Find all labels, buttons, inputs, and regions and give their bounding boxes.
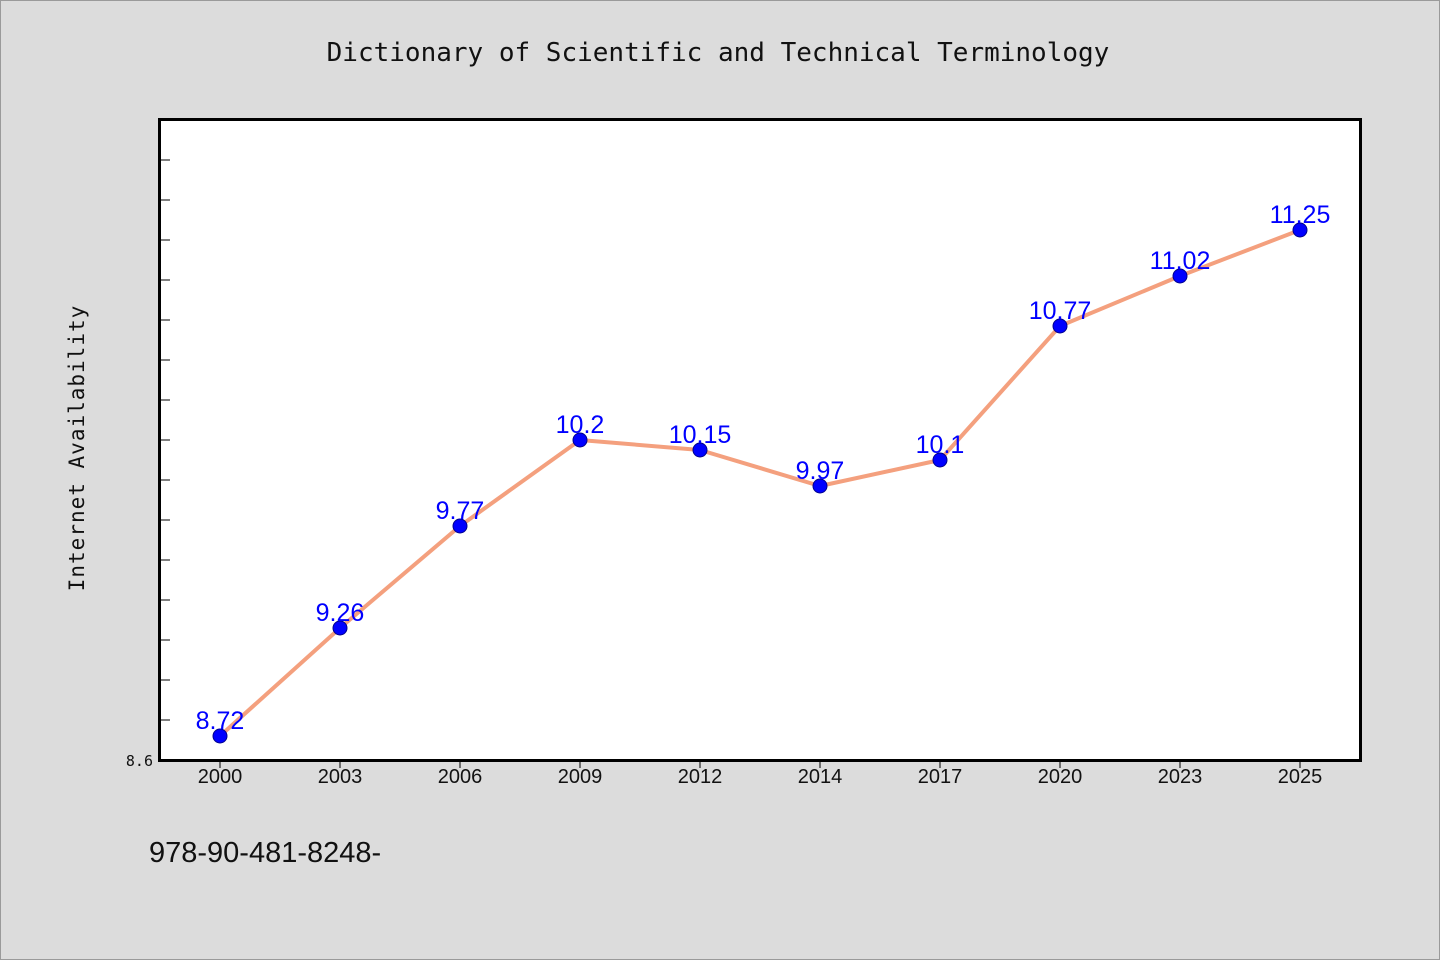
x-tick-label: 2009 (558, 766, 603, 788)
plot-area (158, 118, 1362, 762)
data-label: 11.25 (1270, 201, 1331, 229)
data-point (1292, 222, 1308, 238)
x-tick-label: 2012 (678, 766, 723, 788)
x-tick-label: 2023 (1158, 766, 1203, 788)
x-axis-ticks: 2000 2003 2006 2009 2012 2014 2017 2020 2023 2025 (198, 760, 1323, 788)
data-label: 10.1 (916, 431, 965, 459)
data-point (812, 478, 828, 494)
data-label: 11.02 (1150, 247, 1211, 275)
data-point (452, 518, 468, 534)
x-tick-label: 2014 (798, 766, 843, 788)
data-label: 9.77 (436, 497, 485, 525)
y-tick-label: 8.6 (126, 752, 153, 770)
y-axis-ticks: 8.6 (126, 159, 170, 770)
data-point (332, 620, 348, 636)
x-tick-label: 2000 (198, 766, 243, 788)
x-tick-label: 2025 (1278, 766, 1323, 788)
data-label: 10.2 (556, 411, 605, 439)
x-tick-label: 2020 (1038, 766, 1083, 788)
data-label: 10.77 (1029, 297, 1092, 325)
data-point (1052, 318, 1068, 334)
series-group: 8.72 9.26 9.77 10.2 10.15 9.97 10.1 10.77 11.02 1… (196, 201, 1331, 744)
y-axis-label: Internet Availability (65, 305, 89, 592)
data-point (212, 728, 228, 744)
data-point (1172, 268, 1188, 284)
x-tick-label: 2003 (318, 766, 363, 788)
x-tick-label: 2006 (438, 766, 483, 788)
data-point (572, 432, 588, 448)
data-label: 10.15 (669, 421, 732, 449)
data-label: 8.72 (196, 707, 245, 735)
series-line (218, 228, 1301, 738)
data-label: 9.97 (796, 457, 845, 485)
chart-title: Dictionary of Scientific and Technical T… (327, 38, 1110, 68)
isbn-text: 978-90-481-8248- (149, 837, 381, 869)
x-tick-label: 2017 (918, 766, 963, 788)
data-point (932, 452, 948, 468)
data-point (692, 442, 708, 458)
data-label: 9.26 (316, 599, 365, 627)
